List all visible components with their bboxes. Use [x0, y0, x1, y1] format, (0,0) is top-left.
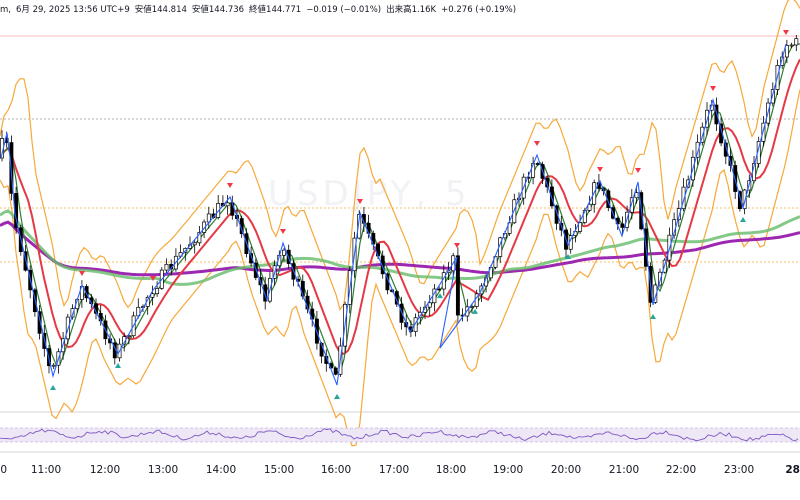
- swing-low-marker: [115, 363, 121, 368]
- swing-high-marker: [454, 243, 460, 248]
- x-axis-tick-label: 14:00: [206, 464, 236, 476]
- candle-body: [197, 232, 202, 244]
- x-axis-tick-label: 28: [785, 464, 800, 476]
- candle-body: [84, 286, 89, 299]
- candle-body: [629, 197, 634, 213]
- candle-body: [681, 186, 686, 209]
- x-axis-tick-label: 23:00: [724, 464, 754, 476]
- x-axis-tick-label: 12:00: [90, 464, 120, 476]
- candle-body: [51, 364, 56, 367]
- candle-body: [658, 271, 662, 286]
- swing-low-marker: [437, 293, 443, 299]
- header-change: −0.019 (−0.01%): [306, 5, 382, 15]
- candle-body: [535, 163, 540, 165]
- candle-body: [587, 203, 592, 211]
- ohlc-header: m, 6月 29, 2025 13:56 UTC+9 安値144.814 安値144.…: [0, 3, 521, 15]
- swing-low-marker: [334, 394, 340, 399]
- swing-low-marker: [650, 314, 656, 319]
- candle-body: [620, 223, 625, 228]
- candle-body: [427, 302, 432, 308]
- candle-body: [784, 45, 789, 58]
- header-date: 6月 29, 2025 13:56 UTC+9: [15, 5, 130, 15]
- swing-low-marker: [472, 308, 478, 314]
- x-axis-tick-label: 13:00: [148, 464, 178, 476]
- candle-body: [225, 202, 230, 207]
- candle-body: [728, 155, 733, 166]
- swing-high-marker: [79, 271, 85, 276]
- x-axis-tick-label: 22:00: [666, 464, 696, 476]
- x-axis-tick-label: 11:00: [31, 464, 61, 476]
- header-volume-change: +0.276 (+0.19%): [441, 5, 517, 15]
- x-axis-tick-label: 18:00: [436, 464, 466, 476]
- candle-body: [714, 104, 719, 125]
- candle-body: [192, 242, 197, 246]
- symbol-fragment: m,: [0, 5, 11, 15]
- candle-body: [695, 141, 700, 158]
- header-low: 安値144.736: [191, 5, 245, 15]
- candle-body: [437, 288, 442, 291]
- swing-high-marker: [357, 199, 363, 204]
- candle-body: [794, 38, 799, 46]
- bollinger-lower: [0, 89, 800, 447]
- candle-body: [357, 214, 362, 239]
- rsi-band: [0, 428, 800, 442]
- x-axis-tick-label: 17:00: [379, 464, 409, 476]
- candle-body: [70, 308, 75, 318]
- candle-body: [742, 189, 747, 209]
- header-high: 安値144.814: [134, 5, 187, 15]
- swing-high-marker: [710, 86, 716, 91]
- candle-body: [249, 253, 254, 264]
- candle-body: [155, 287, 160, 295]
- x-axis-tick-label: 16:00: [321, 464, 351, 476]
- candle-body: [333, 367, 338, 375]
- candle-body: [789, 44, 794, 47]
- ma-purple-line: [0, 220, 800, 277]
- candle-body: [634, 192, 639, 199]
- candle-body: [399, 303, 404, 323]
- candle-body: [37, 311, 42, 334]
- x-axis-tick-label: 20:00: [551, 464, 581, 476]
- candle-body: [164, 263, 169, 271]
- swing-low-marker: [50, 385, 56, 390]
- rsi-line: [0, 428, 799, 442]
- swing-high-marker: [597, 167, 603, 172]
- candle-body: [282, 249, 286, 256]
- x-axis-tick-label: 0: [0, 464, 7, 476]
- candle-body: [549, 186, 554, 207]
- x-axis-tick-label: 15:00: [264, 464, 294, 476]
- swing-high-marker: [635, 168, 641, 173]
- candle-body: [202, 221, 207, 233]
- x-axis-tick-label: 21:00: [609, 464, 639, 476]
- bollinger-upper: [0, 0, 800, 312]
- candle-body: [676, 208, 681, 221]
- candle-body: [470, 306, 474, 308]
- swing-high-marker: [150, 276, 156, 281]
- candle-body: [737, 191, 742, 209]
- candle-body: [465, 306, 470, 317]
- zigzag-line: [0, 43, 787, 386]
- candle-body: [545, 178, 550, 188]
- swing-high-marker: [227, 183, 233, 188]
- swing-low-marker: [565, 254, 571, 259]
- header-close: 終値144.771: [249, 5, 302, 15]
- candle-body: [150, 293, 155, 298]
- swing-high-marker: [280, 229, 286, 234]
- candle-body: [380, 255, 385, 275]
- swing-high-marker: [783, 30, 789, 35]
- swing-low-marker: [740, 217, 746, 222]
- swing-high-marker: [534, 141, 540, 146]
- candle-body: [263, 284, 268, 302]
- x-axis-tick-label: 19:00: [493, 464, 523, 476]
- candle-body: [455, 255, 460, 316]
- watermark-text: USDJPY, 5: [268, 174, 470, 214]
- candle-body: [578, 222, 583, 232]
- candle-body: [554, 205, 559, 224]
- candle-body: [653, 284, 658, 303]
- header-volume: 出来高1.16K: [386, 5, 437, 15]
- candle-body: [723, 142, 728, 157]
